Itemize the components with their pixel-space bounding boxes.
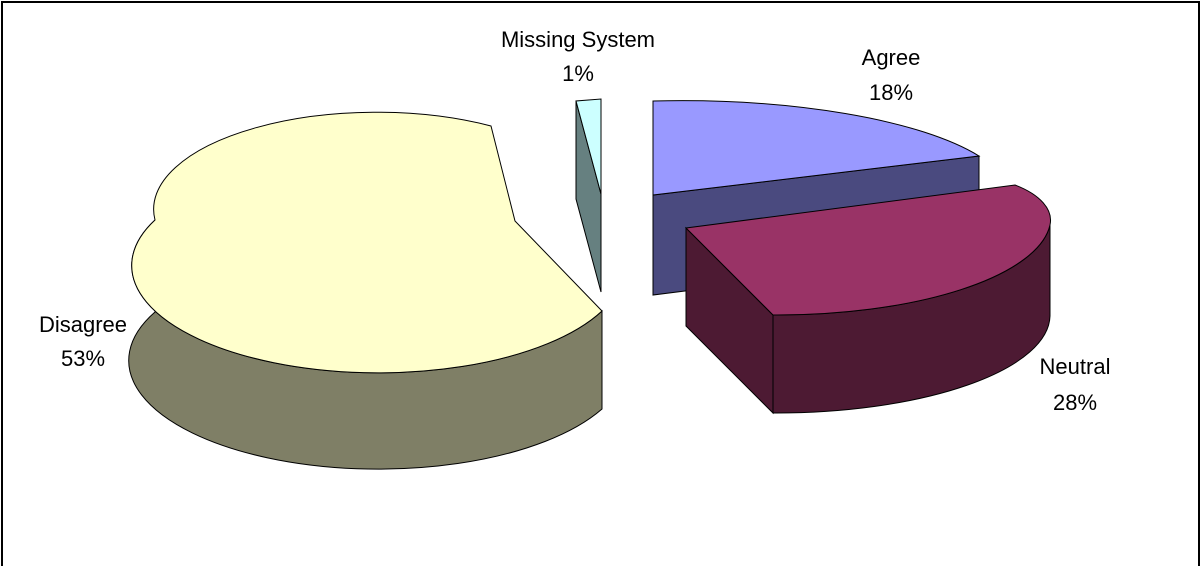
label-missing-system-name: Missing System <box>501 27 655 52</box>
label-disagree-value: 53% <box>61 346 105 371</box>
label-disagree-name: Disagree <box>39 312 127 337</box>
slice-neutral-top <box>684 184 1052 316</box>
label-missing-system-value: 1% <box>562 61 594 86</box>
slice-missing-system <box>575 98 602 293</box>
label-neutral-name: Neutral <box>1040 354 1111 379</box>
slice-agree-top <box>652 100 981 196</box>
slice-disagree <box>128 111 603 470</box>
slice-neutral <box>684 184 1052 415</box>
slice-missing-system-top <box>575 98 602 195</box>
label-agree-value: 18% <box>869 80 913 105</box>
label-agree-name: Agree <box>862 45 921 70</box>
slice-disagree-top <box>131 111 603 374</box>
label-neutral-value: 28% <box>1053 390 1097 415</box>
